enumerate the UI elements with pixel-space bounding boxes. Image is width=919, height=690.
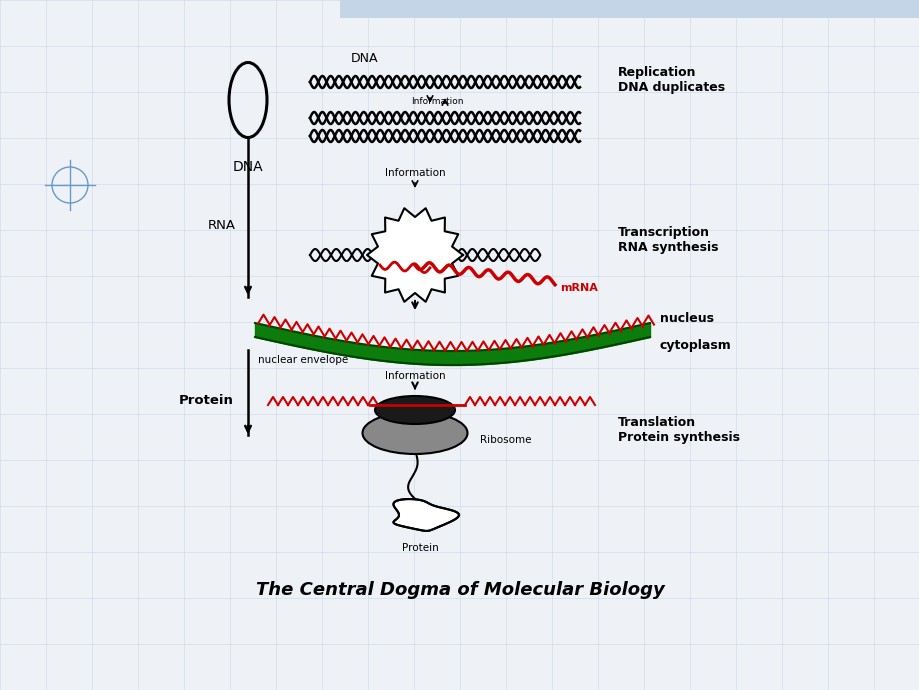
Text: RNA: RNA <box>208 219 236 232</box>
Text: Information: Information <box>384 168 445 178</box>
Text: DNA: DNA <box>351 52 379 65</box>
Text: nucleus: nucleus <box>659 311 713 324</box>
Text: cytoplasm: cytoplasm <box>659 339 731 351</box>
Text: Ribosome: Ribosome <box>480 435 531 445</box>
Ellipse shape <box>375 396 455 424</box>
Text: The Central Dogma of Molecular Biology: The Central Dogma of Molecular Biology <box>255 581 664 599</box>
Text: Information: Information <box>384 371 445 381</box>
Text: Information: Information <box>410 97 463 106</box>
Text: mRNA: mRNA <box>560 283 597 293</box>
Text: Protein: Protein <box>179 393 233 406</box>
Text: Replication
DNA duplicates: Replication DNA duplicates <box>618 66 724 94</box>
Polygon shape <box>367 208 462 302</box>
Text: Transcription
RNA synthesis: Transcription RNA synthesis <box>618 226 718 254</box>
Text: Translation
Protein synthesis: Translation Protein synthesis <box>618 416 739 444</box>
Text: nuclear envelope: nuclear envelope <box>257 355 348 365</box>
Polygon shape <box>393 499 459 531</box>
Text: DNA: DNA <box>233 160 263 174</box>
Bar <box>340 0 919 18</box>
Text: Protein: Protein <box>402 543 437 553</box>
Ellipse shape <box>362 412 467 454</box>
